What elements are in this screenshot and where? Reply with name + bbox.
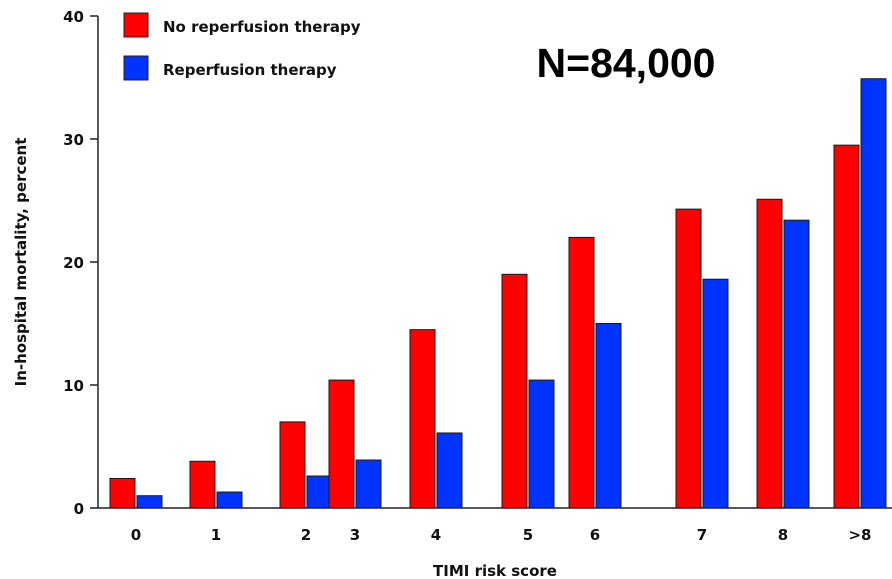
bar-no-reperfusion-5 bbox=[501, 273, 528, 509]
bar-reperfusion-5 bbox=[528, 379, 555, 509]
x-tick-label-5: 5 bbox=[523, 526, 533, 544]
bar-no-reperfusion-0 bbox=[109, 477, 136, 509]
bar-no-reperfusion-3 bbox=[328, 379, 355, 509]
x-tick-label-7: 7 bbox=[697, 526, 707, 544]
y-tick-label-30: 30 bbox=[63, 131, 84, 149]
bar-no-reperfusion-7 bbox=[675, 208, 702, 509]
bar-no-reperfusion-4 bbox=[409, 329, 436, 509]
bar-reperfusion-2 bbox=[306, 475, 333, 509]
x-tick-label-gt8: >8 bbox=[848, 526, 871, 544]
x-tick-label-4: 4 bbox=[431, 526, 441, 544]
y-axis-title: In-hospital mortality, percent bbox=[12, 138, 30, 387]
bar-reperfusion-4 bbox=[436, 432, 463, 509]
bar-reperfusion-0 bbox=[136, 495, 163, 509]
y-tick-label-0: 0 bbox=[74, 500, 84, 518]
bar-reperfusion-6 bbox=[595, 323, 622, 509]
bar-reperfusion-gt8 bbox=[860, 78, 887, 509]
bar-reperfusion-1 bbox=[216, 491, 243, 509]
y-tick-label-40: 40 bbox=[63, 8, 84, 26]
bar-no-reperfusion-gt8 bbox=[833, 144, 860, 509]
x-tick-label-1: 1 bbox=[211, 526, 221, 544]
x-tick-label-8: 8 bbox=[778, 526, 788, 544]
bar-reperfusion-3 bbox=[355, 459, 382, 509]
legend-swatch-reperfusion bbox=[123, 55, 149, 81]
sample-size-annotation: N=84,000 bbox=[537, 40, 716, 86]
bar-no-reperfusion-6 bbox=[568, 236, 595, 509]
x-tick-label-3: 3 bbox=[350, 526, 360, 544]
legend-swatch-no-reperfusion bbox=[123, 12, 149, 38]
bar-no-reperfusion-8 bbox=[756, 198, 783, 509]
bars-layer bbox=[109, 78, 887, 509]
bar-reperfusion-7 bbox=[702, 278, 729, 509]
legend: No reperfusion therapy Reperfusion thera… bbox=[123, 12, 361, 81]
x-axis-title: TIMI risk score bbox=[433, 562, 557, 579]
bar-no-reperfusion-2 bbox=[279, 421, 306, 509]
x-tick-label-2: 2 bbox=[301, 526, 311, 544]
y-tick-label-20: 20 bbox=[63, 254, 84, 272]
x-tick-label-6: 6 bbox=[590, 526, 600, 544]
x-tick-label-0: 0 bbox=[131, 526, 141, 544]
bar-reperfusion-8 bbox=[783, 219, 810, 509]
y-tick-label-10: 10 bbox=[63, 377, 84, 395]
bar-no-reperfusion-1 bbox=[189, 460, 216, 509]
axes-layer: 0 10 20 30 40 0 1 2 3 4 5 6 7 8 >8 bbox=[63, 8, 892, 544]
legend-label-no-reperfusion: No reperfusion therapy bbox=[163, 18, 361, 36]
legend-label-reperfusion: Reperfusion therapy bbox=[163, 61, 337, 79]
